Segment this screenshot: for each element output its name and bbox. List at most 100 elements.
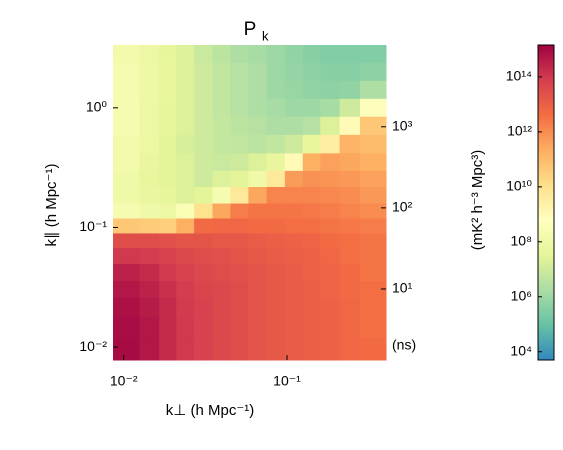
cell: [339, 186, 361, 204]
y-axis-label: k∥ (h Mpc⁻¹): [43, 164, 60, 247]
cell: [302, 62, 321, 81]
cell: [302, 263, 321, 282]
cell: [320, 297, 341, 318]
cell: [194, 297, 214, 318]
heatmap: [113, 45, 387, 361]
cell: [212, 232, 231, 248]
cell: [176, 297, 195, 318]
cell: [284, 80, 304, 99]
cell: [113, 280, 141, 298]
cell: [159, 280, 177, 298]
cell: [320, 45, 341, 63]
cell: [194, 217, 214, 234]
cell: [248, 337, 268, 361]
cell: [139, 217, 160, 234]
cell: [302, 247, 321, 264]
cell: [230, 170, 249, 187]
cell: [360, 186, 387, 204]
cell: [159, 62, 177, 81]
cell: [266, 297, 286, 318]
y2-axis-label: (ns): [392, 337, 416, 353]
cell: [320, 263, 341, 282]
cell: [339, 45, 361, 63]
cell: [320, 203, 341, 219]
cell: [360, 134, 387, 154]
cell: [360, 297, 387, 318]
cell: [320, 152, 341, 171]
cell: [212, 62, 231, 81]
cell: [284, 116, 304, 135]
cell: [266, 316, 286, 339]
cell: [360, 80, 387, 99]
cell: [139, 45, 160, 63]
y2-tick-label: 10²: [392, 199, 413, 215]
cell: [176, 316, 195, 339]
cell: [284, 316, 304, 339]
cell: [139, 186, 160, 204]
cell: [320, 247, 341, 264]
cell: [339, 280, 361, 298]
cell: [159, 263, 177, 282]
chart-title: P: [244, 19, 257, 40]
cell: [159, 203, 177, 219]
cell: [139, 232, 160, 248]
cell: [159, 297, 177, 318]
cell: [113, 134, 141, 154]
cell: [159, 316, 177, 339]
cell: [113, 152, 141, 171]
cell: [139, 62, 160, 81]
cell: [248, 297, 268, 318]
cell: [266, 80, 286, 99]
cell: [248, 203, 268, 219]
cell: [266, 152, 286, 171]
cell: [266, 45, 286, 63]
cell: [176, 247, 195, 264]
cell: [284, 62, 304, 81]
cell: [176, 337, 195, 361]
cell: [194, 280, 214, 298]
cell: [248, 247, 268, 264]
cell: [266, 280, 286, 298]
cell: [194, 152, 214, 171]
cell: [230, 203, 249, 219]
y-tick-label: 10⁰: [86, 99, 108, 115]
cell: [248, 80, 268, 99]
cell: [230, 186, 249, 204]
cell: [339, 170, 361, 187]
cell: [176, 217, 195, 234]
cell: [284, 247, 304, 264]
cell: [360, 316, 387, 339]
cell: [360, 247, 387, 264]
cell: [266, 217, 286, 234]
cell: [339, 232, 361, 248]
cell: [159, 98, 177, 117]
cell: [248, 134, 268, 154]
cell: [212, 280, 231, 298]
cell: [176, 116, 195, 135]
colorbar-label: (mK² h⁻³ Mpc³): [469, 150, 486, 250]
cell: [230, 116, 249, 135]
cell: [266, 98, 286, 117]
cell: [339, 80, 361, 99]
cell: [113, 337, 141, 361]
cell: [113, 186, 141, 204]
cell: [176, 280, 195, 298]
cell: [194, 186, 214, 204]
cell: [248, 170, 268, 187]
cell: [113, 232, 141, 248]
chart-title-subscript: k: [262, 28, 269, 43]
cell: [302, 186, 321, 204]
cell: [230, 217, 249, 234]
cell: [139, 280, 160, 298]
cell: [176, 152, 195, 171]
cell: [113, 62, 141, 81]
cell: [266, 62, 286, 81]
cell: [302, 297, 321, 318]
cell: [194, 203, 214, 219]
cell: [139, 170, 160, 187]
cell: [302, 316, 321, 339]
cell: [230, 337, 249, 361]
cell: [320, 316, 341, 339]
cell: [113, 316, 141, 339]
cell: [176, 186, 195, 204]
